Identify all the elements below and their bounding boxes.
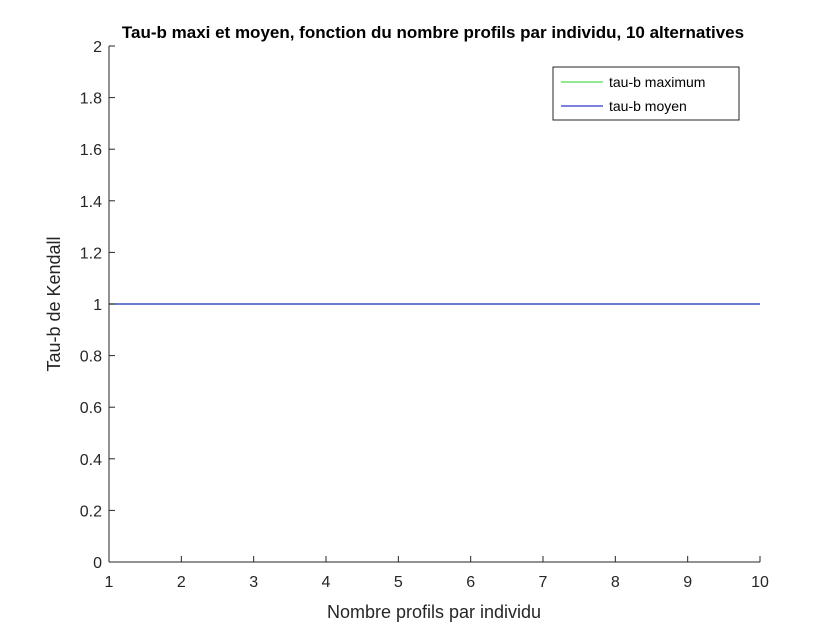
y-axis-label: Tau-b de Kendall: [44, 236, 64, 371]
y-tick-label: 0.8: [80, 349, 102, 366]
legend: tau-b maximum tau-b moyen: [552, 66, 740, 121]
x-tick-label: 1: [105, 574, 114, 591]
x-tick-label: 8: [611, 574, 620, 591]
y-tick-label: 1.4: [80, 194, 102, 211]
y-tick-label: 1.2: [80, 245, 102, 262]
x-tick-label: 3: [249, 574, 258, 591]
legend-label-1: tau-b maximum: [609, 74, 705, 90]
x-tick-label: 9: [683, 574, 692, 591]
x-tick-label: 6: [466, 574, 475, 591]
x-tick-label: 10: [751, 574, 769, 591]
y-tick-label: 0.4: [80, 452, 102, 469]
y-tick-label: 1.8: [80, 91, 102, 108]
y-tick-label: 0: [93, 555, 102, 572]
x-tick-label: 4: [322, 574, 331, 591]
legend-box: [552, 66, 740, 121]
x-tick-label: 2: [177, 574, 186, 591]
ticks-layer: 1 2 3 4 5 6 7 8 9 10 0 0.2 0.4 0.6 0.8 1 1.2 1.4 1.6 1.8 2: [80, 39, 769, 591]
chart-title: Tau-b maxi et moyen, fonction du nombre …: [122, 23, 744, 42]
y-tick-label: 1.6: [80, 142, 102, 159]
x-tick-label: 7: [539, 574, 548, 591]
y-tick-label: 0.2: [80, 503, 102, 520]
y-tick-label: 1: [93, 297, 102, 314]
x-axis-label: Nombre profils par individu: [327, 602, 541, 622]
legend-label-2: tau-b moyen: [609, 98, 687, 114]
x-tick-label: 5: [394, 574, 403, 591]
y-tick-label: 0.6: [80, 400, 102, 417]
y-tick-label: 2: [93, 39, 102, 56]
